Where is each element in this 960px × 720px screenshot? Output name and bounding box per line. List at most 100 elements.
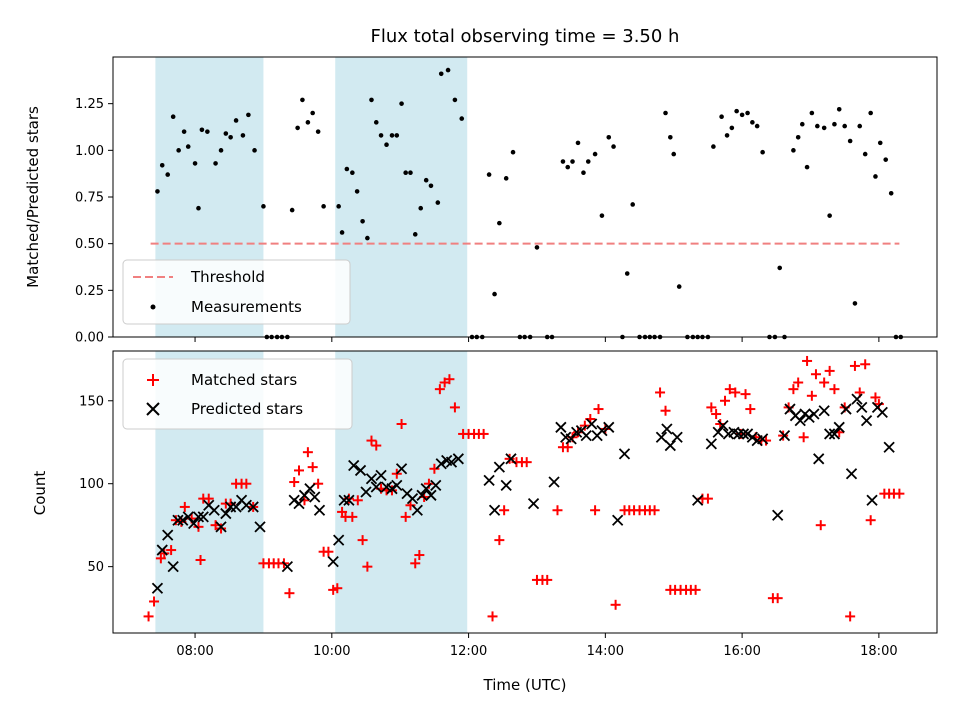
predicted-star-point-73 (664, 439, 676, 452)
measurement-point-119 (827, 213, 832, 218)
matched-star-point-124 (802, 355, 813, 366)
predicted-star-point-30 (343, 494, 355, 506)
matched-star-point-96 (660, 405, 671, 416)
legend-measurements-swatch (150, 304, 156, 310)
measurement-point-90 (668, 134, 673, 140)
measurement-point-39 (369, 97, 374, 103)
predicted-star-point-103 (856, 401, 868, 414)
y-tick-label-0-4: 1.00 (75, 144, 104, 159)
measurement-point-80 (611, 144, 616, 149)
predicted-star-point-55 (500, 479, 512, 492)
predicted-star-point-57 (527, 497, 540, 510)
measurement-point-78 (599, 213, 605, 218)
matched-star-point-127 (815, 520, 826, 531)
measurement-point-101 (729, 125, 735, 131)
top-y-ticks: 0.00 0.25 0.50 0.75 1.00 1.25 (75, 97, 113, 346)
matched-star-point-43 (362, 561, 373, 572)
measurement-point-17 (246, 112, 251, 118)
predicted-star-point-104 (860, 415, 873, 427)
measurement-point-116 (809, 110, 815, 116)
measurement-point-36 (354, 189, 360, 194)
measurement-point-82 (624, 271, 630, 276)
measurement-point-37 (360, 218, 365, 224)
predicted-star-point-86 (756, 433, 769, 445)
measurement-point-126 (862, 151, 868, 157)
measurement-point-32 (336, 204, 341, 209)
legend-threshold-label: Threshold (190, 268, 265, 286)
predicted-star-point-46 (425, 489, 437, 501)
measurement-point-75 (581, 170, 586, 176)
measurement-point-9 (199, 127, 205, 133)
matched-star-point-94 (649, 505, 660, 516)
predicted-star-point-27 (327, 556, 339, 568)
predicted-star-point-58 (548, 476, 560, 488)
bottom-count-points (143, 355, 905, 622)
predicted-star-point-78 (717, 420, 729, 432)
measurement-point-60 (486, 172, 492, 177)
measurement-point-6 (185, 144, 191, 149)
predicted-star-point-42 (406, 492, 419, 505)
matched-star-point-82 (579, 420, 590, 431)
predicted-star-point-26 (313, 504, 326, 516)
measurement-point-19 (261, 204, 266, 209)
matched-star-point-60 (444, 374, 455, 385)
measurement-point-56 (459, 116, 465, 121)
matched-star-point-126 (810, 369, 821, 380)
matched-star-point-58 (434, 384, 445, 395)
legend-measurements-label: Measurements (191, 298, 302, 316)
matched-star-point-57 (429, 463, 440, 474)
matched-star-point-85 (593, 404, 604, 415)
measurement-point-45 (399, 101, 404, 106)
matched-star-point-87 (610, 599, 621, 610)
matched-star-point-104 (702, 493, 713, 504)
measurement-point-110 (777, 265, 783, 271)
predicted-star-point-54 (493, 461, 505, 473)
matched-star-point-77 (552, 505, 563, 516)
matched-star-point-70 (504, 453, 515, 464)
predicted-star-point-25 (309, 491, 321, 503)
predicted-star-point-1 (156, 544, 168, 556)
matched-star-point-69 (499, 505, 510, 516)
bottom-y-axis-label: Count (31, 471, 49, 516)
matched-star-point-42 (357, 535, 368, 546)
predicted-star-point-68 (603, 421, 615, 433)
measurement-point-41 (378, 133, 384, 138)
measurement-point-28 (305, 120, 311, 125)
measurement-point-83 (630, 202, 636, 207)
matched-star-point-10 (195, 555, 206, 566)
matched-star-point-40 (347, 511, 358, 522)
predicted-star-point-43 (411, 504, 423, 516)
predicted-star-point-71 (655, 431, 668, 443)
measurement-point-102 (734, 108, 739, 114)
matched-star-point-28 (293, 465, 304, 476)
matched-star-point-61 (449, 402, 460, 413)
predicted-star-point-18 (247, 501, 259, 513)
measurement-point-61 (492, 291, 497, 297)
bottom-x-ticks: 08:00 10:00 12:00 14:00 16:00 18:00 (176, 633, 898, 659)
measurement-point-131 (888, 190, 894, 196)
measurement-point-130 (883, 157, 889, 162)
predicted-star-point-53 (488, 504, 501, 516)
measurement-point-40 (373, 120, 379, 125)
x-tick-label-0: 08:00 (176, 644, 213, 659)
measurement-point-14 (228, 134, 233, 140)
predicted-star-point-12 (215, 521, 227, 533)
measurement-point-121 (836, 106, 842, 112)
matched-star-point-137 (865, 515, 876, 526)
matched-star-point-5 (170, 515, 181, 526)
predicted-star-point-9 (197, 511, 209, 523)
matched-star-point-108 (720, 395, 731, 406)
measurement-point-13 (223, 131, 229, 136)
measurement-point-0 (155, 189, 160, 194)
matched-star-point-4 (166, 545, 177, 556)
measurement-point-73 (570, 159, 575, 164)
measurement-point-71 (560, 159, 566, 164)
legend-predicted-label: Predicted stars (191, 400, 303, 418)
matched-star-point-12 (203, 493, 214, 504)
matched-star-point-133 (845, 611, 856, 622)
measurement-point-3 (170, 114, 176, 120)
matched-star-point-129 (824, 365, 835, 376)
predicted-star-point-99 (833, 421, 845, 433)
matched-star-point-54 (414, 550, 425, 561)
predicted-star-point-87 (772, 509, 784, 521)
